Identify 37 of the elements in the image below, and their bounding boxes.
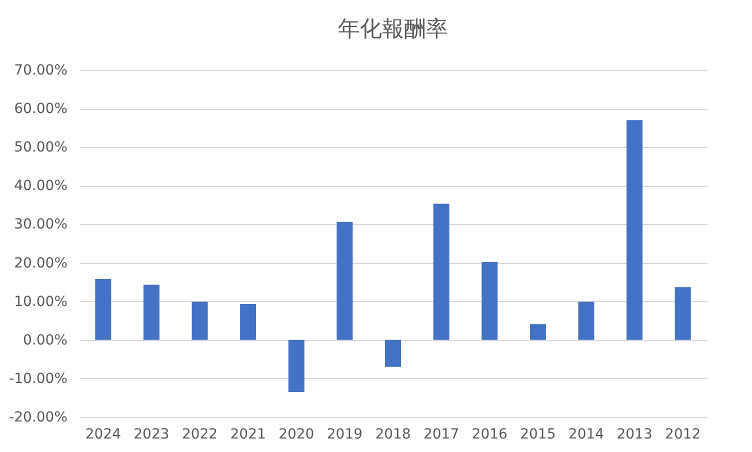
y-tick-label: 40.00% [14, 178, 68, 194]
bar [288, 340, 304, 392]
bar [336, 222, 353, 340]
bar [95, 278, 112, 340]
x-tick-label: 2018 [375, 426, 411, 442]
y-tick-label: 10.00% [14, 294, 68, 310]
x-tick-label: 2012 [665, 426, 701, 442]
x-tick-label: 2013 [616, 426, 652, 442]
y-tick-label: -10.00% [9, 370, 68, 387]
x-tick-label: 2015 [520, 426, 556, 442]
y-tick-label: 60.00% [14, 101, 68, 118]
chart-title: 年化報酬率 [338, 17, 448, 42]
bar [482, 262, 498, 340]
bar [385, 340, 401, 367]
bar [578, 302, 594, 340]
y-tick-label: 30.00% [14, 216, 68, 233]
x-tick-label: 2017 [423, 426, 460, 442]
y-tick-label: -20.00% [9, 410, 68, 426]
x-tick-label: 2023 [134, 426, 170, 442]
y-tick-label: 50.00% [14, 140, 68, 156]
bar [674, 287, 691, 340]
x-tick-label: 2014 [568, 426, 604, 442]
x-tick-label: 2022 [182, 426, 218, 442]
bar [626, 120, 643, 340]
bar [192, 302, 208, 340]
x-tick-label: 2020 [278, 426, 314, 442]
bar [433, 204, 450, 340]
x-tick-label: 2021 [230, 426, 266, 442]
bar [143, 284, 160, 340]
y-tick-label: 20.00% [14, 255, 68, 272]
y-tick-label: 70.00% [14, 62, 68, 78]
x-tick-label: 2024 [85, 426, 122, 442]
bar [240, 304, 256, 340]
bar [530, 324, 546, 340]
x-tick-label: 2016 [472, 426, 508, 442]
y-tick-label: 0.00% [23, 332, 68, 348]
x-tick-label: 2019 [326, 426, 363, 442]
